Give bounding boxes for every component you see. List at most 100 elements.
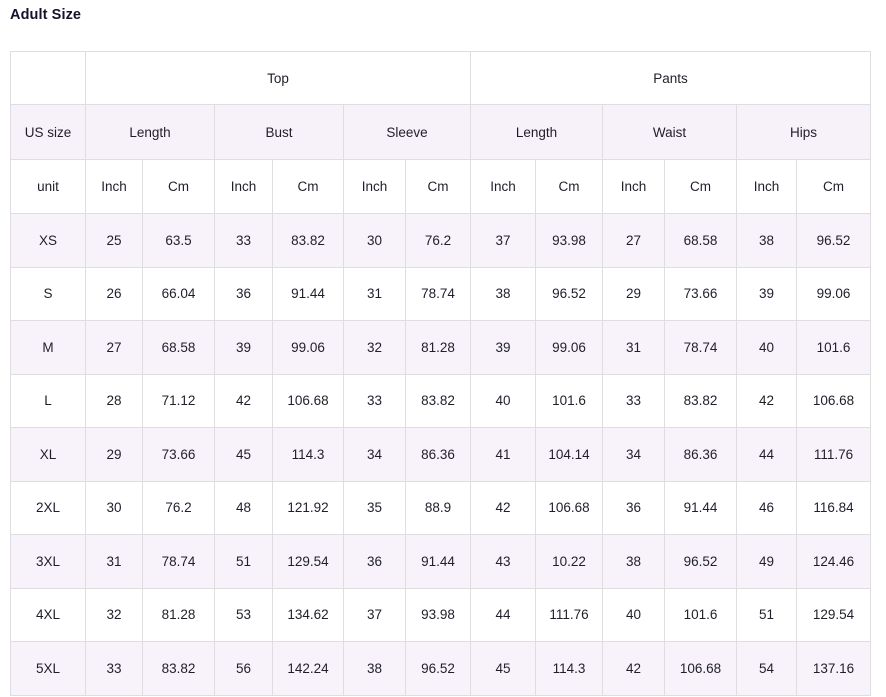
group-header-blank xyxy=(10,51,86,105)
measurement-cell: 42 xyxy=(470,480,536,535)
measurement-cell: 26 xyxy=(85,266,143,321)
measurement-cell: 68.58 xyxy=(664,213,737,268)
size-label-5xl: 5XL xyxy=(10,641,86,696)
unit-header-unit-0: unit xyxy=(10,159,86,214)
measurement-cell: 28 xyxy=(85,373,143,428)
measurement-cell: 39 xyxy=(470,320,536,375)
measurement-cell: 43 xyxy=(470,534,536,589)
measurement-cell: 91.44 xyxy=(272,266,344,321)
measurement-cell: 34 xyxy=(602,427,665,482)
adult-size-table: Top Pants US size Length Bust Sleeve Length Wa… xyxy=(10,51,871,696)
unit-header-cm-12: Cm xyxy=(796,159,871,214)
table-row: 5XL 33 83.82 56 142.24 38 96.52 45 114.3 42 106.68… xyxy=(10,641,871,696)
measurement-cell: 40 xyxy=(736,320,797,375)
measurement-cell: 93.98 xyxy=(535,213,603,268)
measurement-cell: 68.58 xyxy=(142,320,215,375)
measurement-cell: 32 xyxy=(343,320,406,375)
measurement-cell: 91.44 xyxy=(664,480,737,535)
unit-header-cm-4: Cm xyxy=(272,159,344,214)
measurement-cell: 54 xyxy=(736,641,797,696)
measurement-cell: 37 xyxy=(343,587,406,642)
measurement-cell: 27 xyxy=(602,213,665,268)
measurement-cell: 121.92 xyxy=(272,480,344,535)
measurement-cell: 129.54 xyxy=(272,534,344,589)
measurement-cell: 44 xyxy=(736,427,797,482)
measurement-cell: 76.2 xyxy=(142,480,215,535)
measurement-cell: 42 xyxy=(736,373,797,428)
measurement-cell: 111.76 xyxy=(535,587,603,642)
measurement-cell: 56 xyxy=(214,641,273,696)
measurement-cell: 36 xyxy=(214,266,273,321)
section-header-length-1: Length xyxy=(85,104,215,160)
group-header-row: Top Pants xyxy=(10,51,871,105)
size-label-s: S xyxy=(10,266,86,321)
measurement-cell: 39 xyxy=(214,320,273,375)
table-body: XS 25 63.5 33 83.82 30 76.2 37 93.98 27 68.58 38 96.… xyxy=(10,213,871,696)
size-label-3xl: 3XL xyxy=(10,534,86,589)
measurement-cell: 10.22 xyxy=(535,534,603,589)
size-label-l: L xyxy=(10,373,86,428)
size-label-2xl: 2XL xyxy=(10,480,86,535)
measurement-cell: 48 xyxy=(214,480,273,535)
measurement-cell: 30 xyxy=(343,213,406,268)
measurement-cell: 78.74 xyxy=(405,266,471,321)
measurement-cell: 99.06 xyxy=(272,320,344,375)
measurement-cell: 31 xyxy=(343,266,406,321)
section-header-row: US size Length Bust Sleeve Length Waist Hips xyxy=(10,104,871,160)
measurement-cell: 41 xyxy=(470,427,536,482)
measurement-cell: 134.62 xyxy=(272,587,344,642)
measurement-cell: 45 xyxy=(470,641,536,696)
measurement-cell: 38 xyxy=(470,266,536,321)
measurement-cell: 40 xyxy=(602,587,665,642)
measurement-cell: 142.24 xyxy=(272,641,344,696)
unit-header-cm-6: Cm xyxy=(405,159,471,214)
measurement-cell: 83.82 xyxy=(405,373,471,428)
unit-header-inch-9: Inch xyxy=(602,159,665,214)
measurement-cell: 116.84 xyxy=(796,480,871,535)
measurement-cell: 114.3 xyxy=(535,641,603,696)
measurement-cell: 91.44 xyxy=(405,534,471,589)
table-row: 2XL 30 76.2 48 121.92 35 88.9 42 106.68 36 91.44 46… xyxy=(10,480,871,535)
section-header-waist-5: Waist xyxy=(602,104,737,160)
unit-header-cm-2: Cm xyxy=(142,159,215,214)
measurement-cell: 33 xyxy=(602,373,665,428)
measurement-cell: 106.68 xyxy=(535,480,603,535)
measurement-cell: 137.16 xyxy=(796,641,871,696)
unit-header-inch-7: Inch xyxy=(470,159,536,214)
measurement-cell: 86.36 xyxy=(664,427,737,482)
section-header-bust-2: Bust xyxy=(214,104,344,160)
measurement-cell: 33 xyxy=(214,213,273,268)
table-row: XL 29 73.66 45 114.3 34 86.36 41 104.14 34 86.36 44… xyxy=(10,427,871,482)
measurement-cell: 40 xyxy=(470,373,536,428)
measurement-cell: 129.54 xyxy=(796,587,871,642)
section-header-us-size-0: US size xyxy=(10,104,86,160)
measurement-cell: 44 xyxy=(470,587,536,642)
measurement-cell: 106.68 xyxy=(796,373,871,428)
measurement-cell: 39 xyxy=(736,266,797,321)
measurement-cell: 114.3 xyxy=(272,427,344,482)
measurement-cell: 51 xyxy=(214,534,273,589)
measurement-cell: 38 xyxy=(343,641,406,696)
size-label-xl: XL xyxy=(10,427,86,482)
measurement-cell: 32 xyxy=(85,587,143,642)
measurement-cell: 93.98 xyxy=(405,587,471,642)
measurement-cell: 36 xyxy=(343,534,406,589)
table-row: L 28 71.12 42 106.68 33 83.82 40 101.6 33 83.82 42 1… xyxy=(10,373,871,428)
measurement-cell: 38 xyxy=(736,213,797,268)
measurement-cell: 66.04 xyxy=(142,266,215,321)
measurement-cell: 83.82 xyxy=(664,373,737,428)
measurement-cell: 34 xyxy=(343,427,406,482)
measurement-cell: 71.12 xyxy=(142,373,215,428)
measurement-cell: 96.52 xyxy=(405,641,471,696)
table-row: 3XL 31 78.74 51 129.54 36 91.44 43 10.22 38 96.52 4… xyxy=(10,534,871,589)
measurement-cell: 31 xyxy=(85,534,143,589)
measurement-cell: 33 xyxy=(343,373,406,428)
table-row: S 26 66.04 36 91.44 31 78.74 38 96.52 29 73.66 39 99… xyxy=(10,266,871,321)
size-label-4xl: 4XL xyxy=(10,587,86,642)
measurement-cell: 31 xyxy=(602,320,665,375)
unit-header-cm-8: Cm xyxy=(535,159,603,214)
page-title: Adult Size xyxy=(10,7,82,23)
measurement-cell: 81.28 xyxy=(405,320,471,375)
measurement-cell: 76.2 xyxy=(405,213,471,268)
